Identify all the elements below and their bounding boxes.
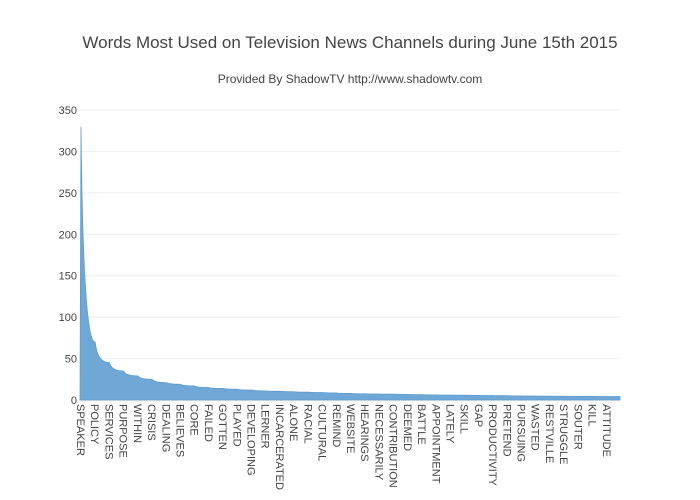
- x-tick-label: CONTRIBUTION: [387, 404, 399, 488]
- x-tick-label: WASTED: [529, 404, 541, 451]
- y-tick-label: 350: [59, 105, 77, 117]
- x-tick-label: STRUGGLE: [557, 404, 569, 465]
- y-tick-label: 200: [59, 229, 77, 241]
- x-tick-label: PRODUCTIVITY: [486, 404, 498, 487]
- x-tick-label: KILL: [586, 404, 598, 427]
- x-tick-label: POLICY: [88, 404, 100, 445]
- x-tick-label: PURPOSE: [117, 404, 129, 458]
- x-tick-label: BATTLE: [415, 404, 427, 445]
- x-tick-label: PLAYED: [230, 404, 242, 447]
- x-tick-label: WITHIN: [131, 404, 143, 443]
- x-tick-label: SKILL: [458, 404, 470, 434]
- x-tick-label: ALONE: [287, 404, 299, 441]
- x-tick-label: CORE: [188, 404, 200, 436]
- x-tick-label: RESTVILLE: [543, 404, 555, 463]
- x-tick-label: GOTTEN: [216, 404, 228, 450]
- x-tick-label: FAILED: [202, 404, 214, 442]
- x-tick-label: PURSUING: [515, 404, 527, 462]
- x-tick-label: PRETEND: [500, 404, 512, 457]
- gridlines: [80, 109, 620, 401]
- x-tick-label: APPOINTMENT: [429, 404, 441, 484]
- x-tick-label: RACIAL: [301, 404, 313, 444]
- x-tick-label: DEVELOPING: [245, 404, 257, 476]
- x-tick-label: WEBSITE: [344, 404, 356, 454]
- x-tick-label: NECESSARILY: [372, 404, 384, 481]
- y-axis-ticks: 0 50 100 150 200 250 300 350: [59, 105, 77, 407]
- y-tick-label: 300: [59, 146, 77, 158]
- y-tick-label: 0: [71, 395, 77, 407]
- y-tick-label: 250: [59, 188, 77, 200]
- x-tick-label: LERNER: [259, 404, 271, 449]
- y-tick-label: 100: [59, 312, 77, 324]
- x-tick-label: DEEMED: [401, 404, 413, 451]
- x-tick-label: CRISIS: [145, 404, 157, 441]
- area-fill: [79, 126, 621, 401]
- x-tick-label: SERVICES: [102, 404, 114, 459]
- x-tick-label: REMIND: [330, 404, 342, 447]
- x-tick-label: ATTITUDE: [600, 404, 612, 457]
- y-tick-label: 50: [65, 354, 77, 366]
- chart-subtitle: Provided By ShadowTV http://www.shadowtv…: [217, 72, 483, 86]
- x-tick-label: SPEAKER: [74, 404, 86, 456]
- y-tick-label: 150: [59, 271, 77, 283]
- x-tick-label: GAP: [472, 404, 484, 427]
- x-tick-label: HEARINGS: [358, 404, 370, 461]
- area-series: [79, 126, 621, 401]
- x-tick-label: INCARCERATED: [273, 404, 285, 490]
- x-axis-ticks: SPEAKER POLICY SERVICES PURPOSE WITHIN CRISIS…: [74, 404, 612, 490]
- x-tick-label: BELIEVES: [173, 404, 185, 457]
- x-tick-label: DEALING: [159, 404, 171, 452]
- x-tick-label: SOUTER: [571, 404, 583, 450]
- x-tick-label: LATELY: [443, 404, 455, 444]
- chart-title: Words Most Used on Television News Chann…: [82, 33, 618, 52]
- x-tick-label: CULTURAL: [316, 404, 328, 461]
